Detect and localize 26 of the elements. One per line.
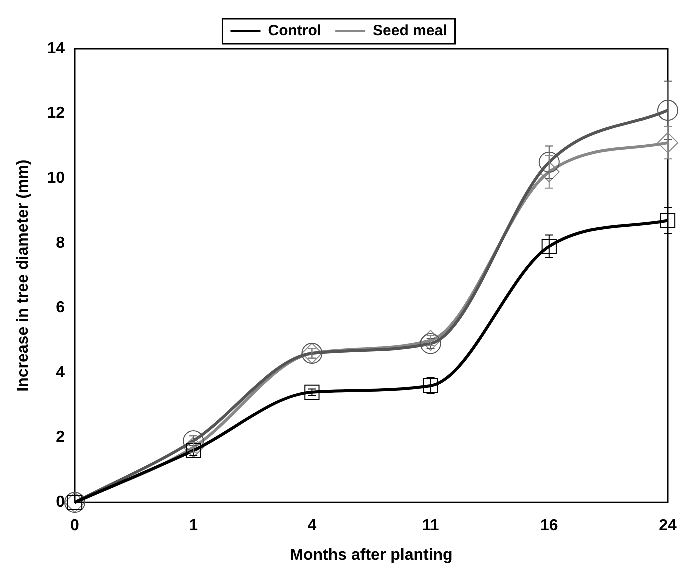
x-tick-label: 4 bbox=[308, 518, 317, 535]
y-tick-label: 14 bbox=[47, 40, 66, 58]
y-tick-label: 10 bbox=[47, 170, 66, 188]
y-tick-label: 0 bbox=[56, 494, 66, 512]
y-tick-label: 2 bbox=[56, 429, 66, 446]
y-tick-label: 12 bbox=[47, 105, 66, 122]
x-tick-label: 11 bbox=[422, 518, 440, 535]
y-axis-title: Increase in tree diameter (mm) bbox=[15, 160, 32, 392]
y-tick-label: 4 bbox=[56, 364, 66, 382]
x-tick-label: 24 bbox=[659, 518, 677, 535]
x-tick-label: 16 bbox=[540, 518, 558, 535]
point bbox=[658, 132, 678, 154]
y-tick-label: 8 bbox=[56, 234, 66, 252]
point bbox=[183, 430, 204, 452]
legend-label: Seed meal bbox=[373, 22, 448, 40]
point bbox=[423, 378, 438, 394]
y-tick-label: 6 bbox=[56, 300, 66, 317]
point bbox=[660, 213, 676, 228]
x-axis-title: Months after planting bbox=[290, 546, 453, 564]
point bbox=[538, 152, 560, 173]
legend-label: Control bbox=[268, 22, 322, 40]
point bbox=[658, 100, 678, 122]
x-tick-label: 1 bbox=[189, 518, 198, 535]
x-tick-label: 0 bbox=[70, 518, 80, 535]
point bbox=[542, 239, 557, 254]
point bbox=[304, 384, 320, 400]
